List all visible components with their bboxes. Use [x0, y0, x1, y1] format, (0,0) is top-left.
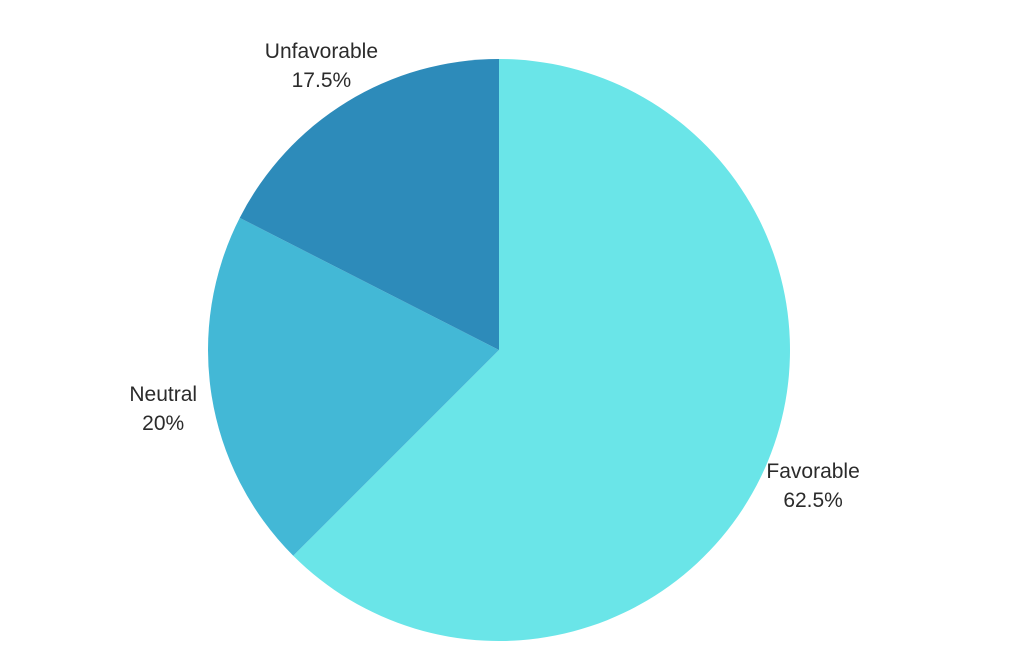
pie-labels: Favorable 62.5% Neutral 20% Unfavorable 17.5%: [129, 40, 859, 512]
pie-label-category: Favorable: [766, 460, 859, 483]
pie-label-neutral: Neutral 20%: [129, 383, 197, 435]
pie-label-value: 17.5%: [292, 69, 352, 92]
pie-label-value: 20%: [142, 412, 184, 435]
pie-slices: [208, 59, 790, 641]
pie-label-unfavorable: Unfavorable 17.5%: [265, 40, 378, 92]
pie-label-favorable: Favorable 62.5%: [766, 460, 859, 512]
pie-slice-unfavorable: [239, 59, 499, 350]
pie-slice-neutral: [208, 217, 499, 556]
pie-slice-favorable: [293, 59, 790, 641]
pie-label-category: Unfavorable: [265, 40, 378, 63]
pie-label-value: 62.5%: [783, 489, 843, 512]
pie-label-category: Neutral: [129, 383, 197, 406]
